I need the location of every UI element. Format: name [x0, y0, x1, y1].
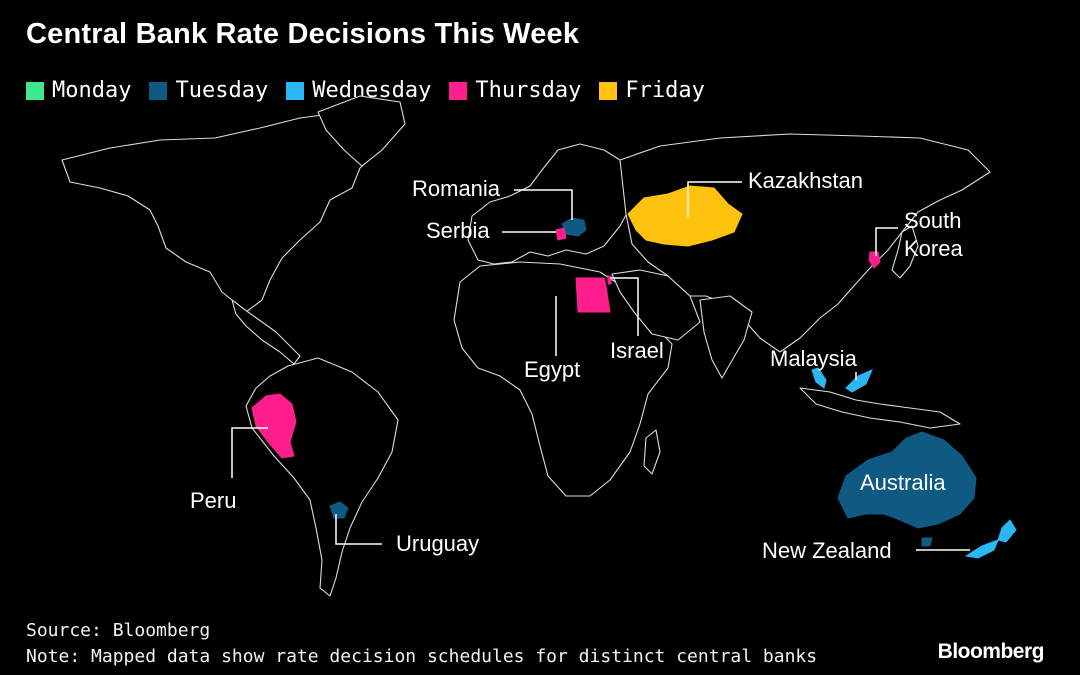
source-note: Source: Bloomberg	[26, 620, 211, 641]
label-romania: Romania	[412, 176, 501, 201]
leader-romania	[514, 189, 573, 220]
bloomberg-logo: Bloomberg	[937, 640, 1045, 663]
land-europe	[467, 143, 633, 265]
legend-item-wednesday: Wednesday	[286, 78, 431, 103]
label-malaysia: Malaysia	[770, 346, 857, 371]
label-kazakhstan: Kazakhstan	[748, 168, 863, 193]
country-australia	[837, 431, 977, 529]
country-serbia	[555, 227, 567, 241]
country-malaysia-peninsula	[811, 367, 827, 389]
legend-label-friday: Friday	[625, 78, 705, 103]
data-note: Note: Mapped data show rate decision sch…	[26, 646, 818, 667]
label-serbia: Serbia	[426, 218, 490, 243]
label-south-korea-line1: South	[904, 208, 962, 233]
leader-south-korea	[875, 227, 898, 256]
land-japan	[891, 225, 919, 279]
land-central-america	[231, 299, 301, 365]
land-madagascar	[643, 429, 661, 475]
highlighted-countries	[251, 185, 1017, 559]
country-malaysia-borneo	[845, 369, 873, 393]
land-north-america	[61, 111, 381, 313]
legend-swatch-monday	[26, 81, 44, 100]
land-greenland	[317, 95, 406, 167]
legend-swatch-thursday	[449, 81, 468, 100]
country-israel	[607, 275, 612, 285]
legend-label-thursday: Thursday	[475, 78, 582, 103]
land-india	[699, 295, 753, 379]
legend-swatch-tuesday	[149, 81, 168, 100]
land-indonesia	[799, 387, 961, 429]
country-new-zealand-north	[997, 519, 1017, 543]
country-australia-tasmania	[921, 537, 933, 547]
legend: Monday Tuesday Wednesday Thursday Friday	[26, 78, 723, 103]
chart-title: Central Bank Rate Decisions This Week	[26, 18, 580, 50]
legend-swatch-friday	[599, 81, 618, 100]
country-uruguay	[329, 501, 349, 519]
leader-kazakhstan	[687, 181, 742, 218]
leader-peru	[231, 427, 268, 478]
legend-label-monday: Monday	[52, 78, 132, 103]
legend-item-monday: Monday	[26, 78, 131, 103]
legend-swatch-wednesday	[286, 81, 305, 100]
land-south-america	[245, 357, 399, 597]
label-egypt: Egypt	[524, 357, 581, 382]
label-south-korea-line2: Korea	[904, 236, 963, 261]
label-uruguay: Uruguay	[396, 531, 480, 556]
country-egypt	[575, 277, 611, 313]
land-middle-east	[611, 269, 701, 341]
label-new-zealand: New Zealand	[762, 538, 892, 563]
country-peru	[251, 393, 297, 459]
leader-lines	[231, 181, 970, 551]
label-peru: Peru	[190, 488, 237, 513]
label-israel: Israel	[610, 338, 664, 363]
legend-item-friday: Friday	[599, 78, 705, 103]
country-new-zealand-south	[964, 539, 999, 559]
label-australia: Australia	[860, 470, 946, 495]
leader-israel	[610, 277, 639, 336]
leader-uruguay	[335, 514, 382, 545]
legend-item-tuesday: Tuesday	[149, 78, 268, 103]
land-africa	[453, 261, 673, 497]
legend-label-tuesday: Tuesday	[175, 78, 269, 103]
legend-item-thursday: Thursday	[449, 78, 581, 103]
country-kazakhstan	[627, 185, 743, 247]
